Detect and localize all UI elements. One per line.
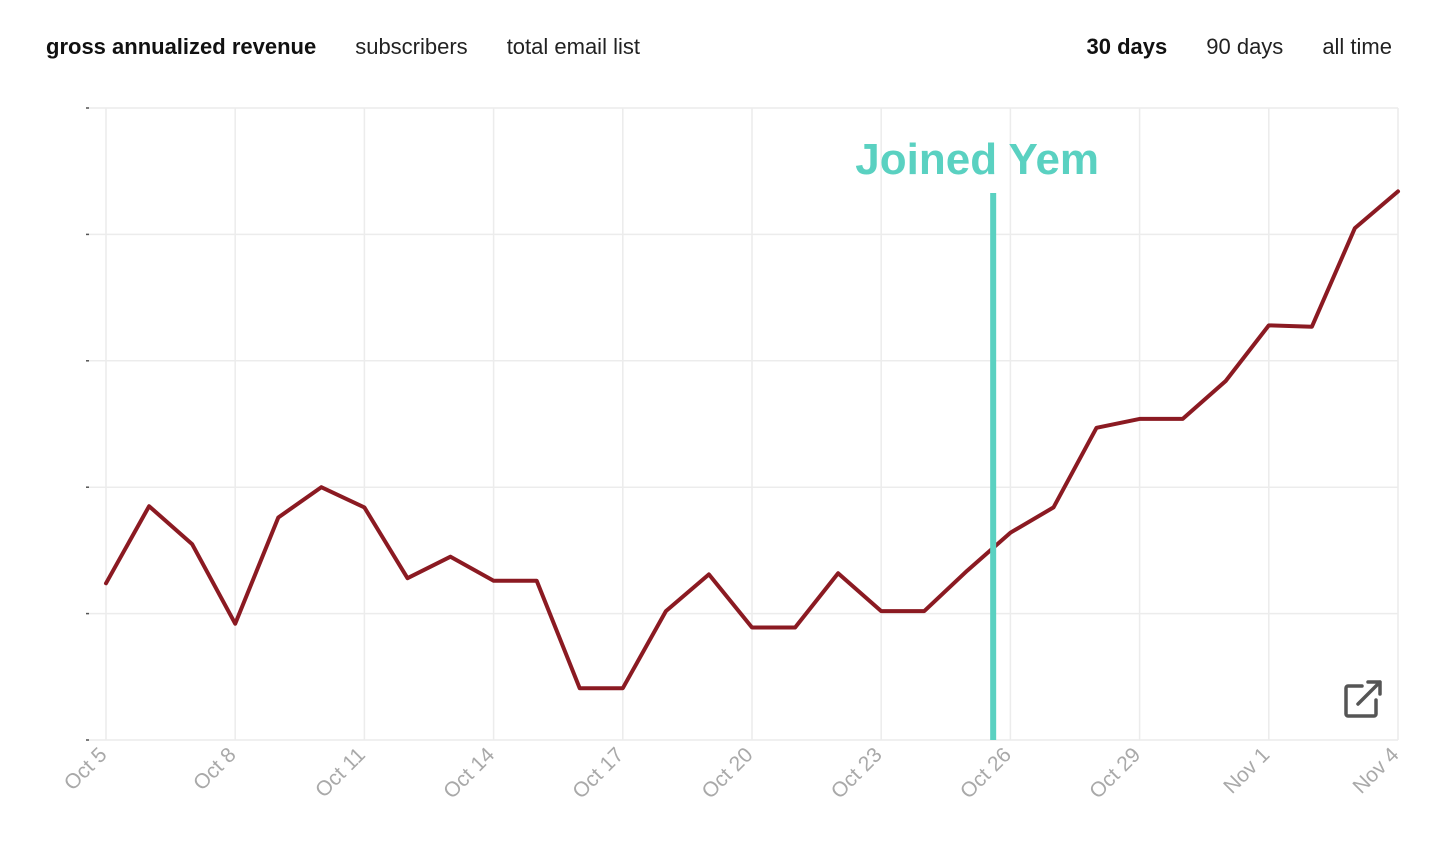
joined-marker-label: Joined Yem xyxy=(855,135,1099,184)
y-axis-ticks xyxy=(86,107,89,741)
external-link-icon[interactable] xyxy=(1342,678,1384,720)
x-tick-label: Oct 14 xyxy=(439,743,499,803)
chart-series xyxy=(104,189,1400,691)
range-90-days[interactable]: 90 days xyxy=(1206,34,1284,59)
x-axis-labels: Oct 5 Oct 8 Oct 11 Oct 14 Oct 17 Oct 20 Oct 23… xyxy=(60,743,1404,803)
x-tick-label: Oct 5 xyxy=(60,743,112,795)
x-tick-label: Oct 17 xyxy=(568,743,628,803)
x-tick-label: Oct 20 xyxy=(698,743,758,803)
chart-annotations: Joined Yem xyxy=(855,135,1099,740)
metric-tabs: gross annualized revenue subscribers tot… xyxy=(46,34,640,60)
x-tick-label: Nov 4 xyxy=(1348,743,1403,798)
tab-total-email-list[interactable]: total email list xyxy=(506,34,640,59)
range-tabs: 30 days 90 days all time xyxy=(1087,34,1392,60)
tab-subscribers[interactable]: subscribers xyxy=(355,34,468,59)
x-tick-label: Oct 8 xyxy=(189,743,241,795)
x-tick-label: Oct 29 xyxy=(1085,743,1145,803)
x-tick-label: Oct 26 xyxy=(956,743,1016,803)
x-tick-label: Oct 11 xyxy=(311,743,370,802)
chart-grid xyxy=(86,107,1399,741)
x-tick-label: Oct 23 xyxy=(827,743,887,803)
revenue-series-line xyxy=(104,189,1400,691)
tab-gross-annualized-revenue[interactable]: gross annualized revenue xyxy=(46,34,317,59)
range-all-time[interactable]: all time xyxy=(1322,34,1392,59)
x-tick-label: Nov 1 xyxy=(1219,743,1274,798)
range-30-days[interactable]: 30 days xyxy=(1086,34,1168,59)
